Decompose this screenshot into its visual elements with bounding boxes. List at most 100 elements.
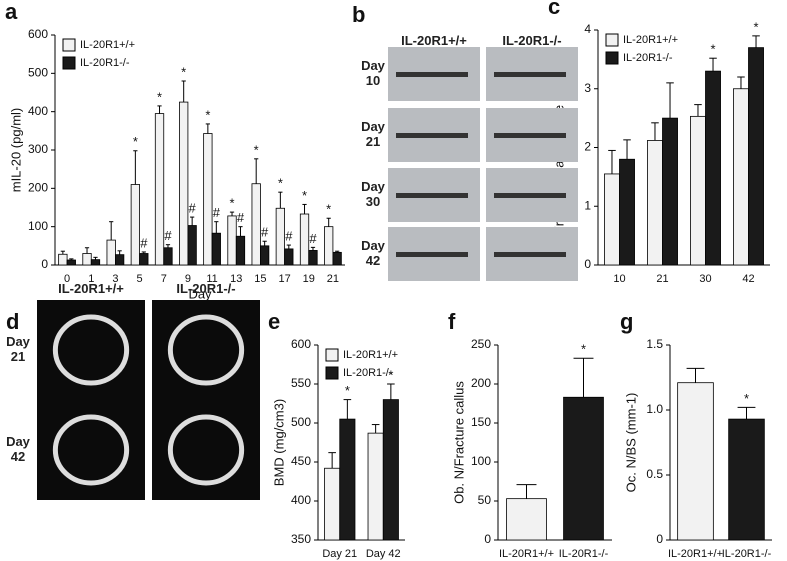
- bar: [647, 140, 663, 266]
- column-label: IL-20R1-/-: [502, 33, 562, 48]
- significance-mark: *: [254, 142, 259, 157]
- panel-letter: b: [352, 2, 365, 27]
- bar: [662, 117, 678, 266]
- y-tick-label: 100: [28, 219, 48, 233]
- legend-swatch: [605, 51, 619, 65]
- x-axis-label: Day: [188, 286, 212, 301]
- image-detail: [396, 72, 468, 77]
- bar: [106, 239, 116, 266]
- panel-letter: g: [620, 309, 633, 334]
- y-tick-label: 550: [291, 376, 311, 390]
- x-tick-label: 1: [88, 273, 94, 285]
- image-detail: [52, 414, 130, 486]
- y-tick-label: 1.0: [646, 402, 663, 416]
- y-tick-label: 350: [291, 532, 311, 546]
- bar: [324, 467, 341, 541]
- panel-letter: c: [548, 0, 560, 19]
- image-detail: [494, 133, 566, 138]
- x-tick-label: 0: [64, 273, 70, 285]
- legend-swatch: [62, 56, 76, 70]
- bar: [66, 259, 76, 266]
- legend-swatch: [325, 348, 339, 362]
- significance-mark: #: [261, 225, 269, 240]
- bar: [203, 133, 213, 266]
- y-tick-label: 0: [484, 532, 491, 546]
- x-tick-label: 15: [254, 273, 266, 285]
- x-tick-label: IL-20R1-/-: [722, 548, 772, 560]
- image-detail: [52, 314, 130, 386]
- panel-letter: e: [268, 309, 280, 334]
- bar: [227, 215, 237, 266]
- x-tick-label: IL-20R1-/-: [559, 548, 609, 560]
- legend-label: IL-20R1-/-: [343, 367, 393, 379]
- bar: [324, 226, 334, 266]
- significance-mark: *: [133, 134, 138, 149]
- significance-mark: *: [326, 202, 331, 217]
- image-detail: [396, 193, 468, 198]
- image-detail: [494, 193, 566, 198]
- x-tick-label: 19: [303, 273, 315, 285]
- significance-mark: #: [237, 210, 245, 225]
- bar: [677, 382, 714, 541]
- y-tick-label: 150: [471, 415, 491, 429]
- legend-label: IL-20R1-/-: [623, 52, 673, 64]
- image-detail: [396, 133, 468, 138]
- bar: [235, 235, 246, 266]
- legend-swatch: [62, 38, 76, 52]
- bar: [82, 253, 92, 266]
- significance-mark: *: [181, 64, 186, 79]
- legend-label: IL-20R1+/+: [343, 349, 398, 361]
- x-tick-label: 5: [137, 273, 143, 285]
- bar: [58, 253, 68, 266]
- y-axis-label: mIL-20 (pg/ml): [8, 108, 23, 193]
- y-tick-label: 250: [471, 337, 491, 351]
- y-tick-label: 2: [584, 140, 591, 154]
- image-detail: [167, 314, 245, 386]
- x-tick-label: 42: [742, 273, 754, 285]
- x-tick-label: 21: [656, 273, 668, 285]
- image-detail: [494, 72, 566, 77]
- y-axis-label: Ob. N/Fracture callus: [451, 381, 466, 504]
- x-tick-label: 21: [327, 273, 339, 285]
- bar: [284, 248, 294, 266]
- bar: [260, 245, 270, 266]
- bar: [115, 254, 125, 266]
- panel-letter: a: [5, 0, 18, 24]
- bar: [339, 418, 356, 541]
- x-tick-label: 9: [185, 273, 191, 285]
- bar: [563, 396, 604, 541]
- y-tick-label: 300: [28, 142, 48, 156]
- bar: [275, 207, 285, 266]
- significance-mark: *: [753, 19, 758, 34]
- image-detail: [167, 414, 245, 486]
- x-tick-label: 3: [112, 273, 118, 285]
- significance-mark: #: [285, 229, 293, 244]
- y-tick-label: 0: [656, 532, 663, 546]
- legend-swatch: [605, 33, 619, 47]
- significance-mark: #: [164, 228, 172, 243]
- y-tick-label: 200: [28, 181, 48, 195]
- y-tick-label: 200: [471, 376, 491, 390]
- bar: [705, 70, 721, 266]
- significance-mark: *: [388, 367, 393, 382]
- significance-mark: #: [309, 231, 317, 246]
- bar: [748, 47, 764, 266]
- x-tick-label: 30: [699, 273, 711, 285]
- y-tick-label: 100: [471, 454, 491, 468]
- image-detail: [396, 252, 468, 257]
- panel-letter: f: [448, 309, 456, 334]
- bar: [619, 158, 635, 266]
- bar: [367, 432, 384, 541]
- row-label: Day 21: [6, 334, 30, 364]
- x-tick-label: 7: [161, 273, 167, 285]
- bar: [163, 247, 173, 266]
- column-label: IL-20R1-/-: [176, 281, 236, 296]
- bar: [604, 173, 620, 266]
- y-tick-label: 4: [584, 22, 591, 36]
- significance-mark: *: [278, 176, 283, 191]
- y-tick-label: 0: [41, 257, 48, 271]
- row-label: Day 42: [6, 434, 30, 464]
- bar: [130, 184, 140, 266]
- legend-swatch: [325, 366, 339, 380]
